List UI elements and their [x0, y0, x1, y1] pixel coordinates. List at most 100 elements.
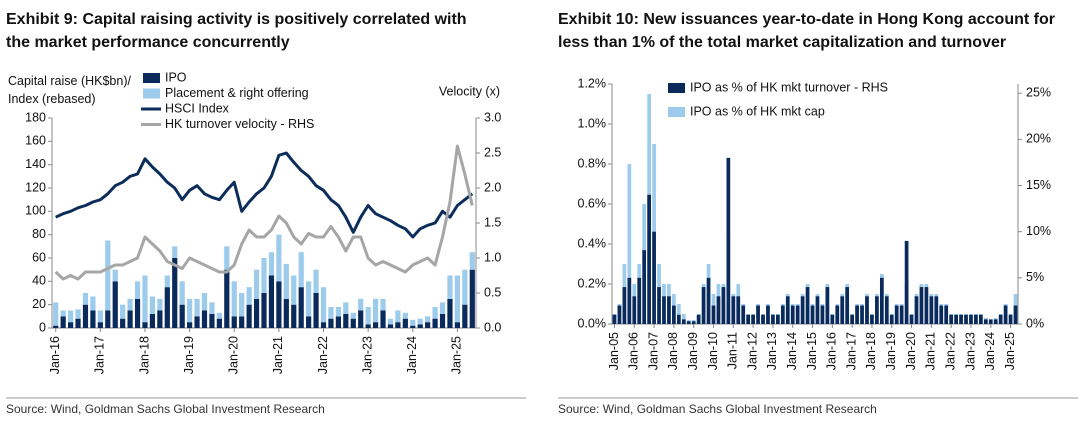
y2-tick-label: 1.0 [484, 250, 501, 264]
bar [134, 281, 141, 299]
x-tick-label: Jan-25 [450, 336, 464, 374]
source: Source: Wind, Goldman Sachs Global Inves… [558, 402, 877, 416]
bar [298, 252, 304, 288]
bar [246, 287, 252, 305]
bar [805, 287, 810, 324]
bar [306, 316, 312, 328]
bar [328, 307, 334, 319]
bar [904, 240, 909, 324]
x-tick-label: Jan-22 [316, 336, 330, 374]
y-tick-label: 100 [25, 204, 46, 218]
bar [766, 305, 770, 324]
x-tick-label: Jan-06 [627, 332, 641, 370]
x-tick-label: Jan-17 [844, 332, 858, 370]
bar [988, 319, 993, 324]
bar [402, 312, 408, 319]
x-tick-label: Jan-08 [666, 332, 680, 370]
bar [462, 304, 468, 328]
bar [469, 269, 475, 328]
bar [800, 296, 805, 324]
bar [776, 314, 780, 324]
bar [751, 314, 755, 324]
bar [149, 314, 156, 328]
bar [949, 314, 954, 324]
x-tick-label: Jan-19 [182, 336, 196, 374]
y-tick-label: 1.0% [578, 116, 607, 130]
bar [681, 319, 686, 324]
bar [283, 263, 289, 299]
bar [187, 322, 193, 328]
x-tick-label: Jan-24 [405, 336, 419, 374]
bar [691, 321, 696, 324]
y-tick-label: 140 [25, 157, 46, 171]
bar [969, 314, 973, 324]
bar [870, 314, 874, 324]
bar [627, 164, 632, 324]
bar [209, 302, 215, 314]
bar [780, 305, 785, 324]
bar [261, 293, 267, 328]
bar [164, 275, 170, 288]
y2-tick-label: 10% [1026, 224, 1051, 238]
bar [667, 296, 671, 324]
bar [909, 314, 914, 324]
bar [187, 298, 193, 323]
bar [676, 304, 681, 324]
x-tick-label: Jan-12 [745, 332, 759, 370]
chart-title: Exhibit 9: Capital raising activity is p… [6, 11, 467, 51]
bar [75, 318, 81, 328]
bar [899, 305, 904, 324]
y-tick-label: 20 [32, 297, 46, 311]
bar [662, 296, 666, 324]
bar [112, 269, 118, 282]
bar [157, 298, 163, 311]
bar [53, 325, 59, 328]
bar [402, 318, 408, 328]
x-tick-label: Jan-07 [646, 332, 660, 370]
bar [127, 310, 133, 328]
x-tick-label: Jan-25 [1003, 332, 1017, 370]
bar [771, 314, 775, 324]
x-tick-label: Jan-18 [137, 336, 151, 374]
y-axis-label: Capital raise (HK$bn)/Index (rebased) [8, 74, 131, 106]
legend-label: HK turnover velocity - RHS [165, 117, 314, 131]
bar [127, 298, 133, 311]
bar [676, 314, 681, 324]
bar [657, 287, 661, 324]
bar [439, 314, 446, 328]
bar [439, 302, 446, 314]
bar [231, 316, 237, 328]
bar [268, 252, 275, 276]
bar [306, 281, 312, 317]
x-tick-label: Jan-24 [983, 332, 997, 370]
line [54, 144, 474, 281]
bar [622, 287, 627, 324]
bar [914, 296, 919, 324]
bar [432, 318, 438, 328]
bar [276, 281, 282, 328]
bar [320, 287, 327, 323]
y-tick-label: 0.2% [578, 276, 607, 290]
bar [974, 314, 978, 324]
bar [612, 314, 617, 324]
bar [90, 310, 96, 328]
bar [815, 296, 820, 324]
y2-tick-label: 25% [1026, 86, 1051, 100]
x-tick-label: Jan-10 [706, 332, 720, 370]
bar [993, 319, 998, 324]
x-tick-label: Jan-20 [227, 336, 241, 374]
bar [261, 258, 267, 293]
bar [939, 305, 944, 324]
bar [216, 318, 222, 328]
bar [231, 281, 237, 317]
y2-axis-label: Velocity (x) [439, 84, 500, 98]
bar [894, 305, 899, 324]
bar [410, 319, 416, 326]
bar [944, 305, 949, 324]
bar [253, 269, 260, 299]
bar [365, 307, 371, 325]
x-tick-label: Jan-16 [825, 332, 839, 370]
bar [75, 309, 81, 319]
bar [840, 296, 845, 324]
bar [313, 293, 319, 328]
